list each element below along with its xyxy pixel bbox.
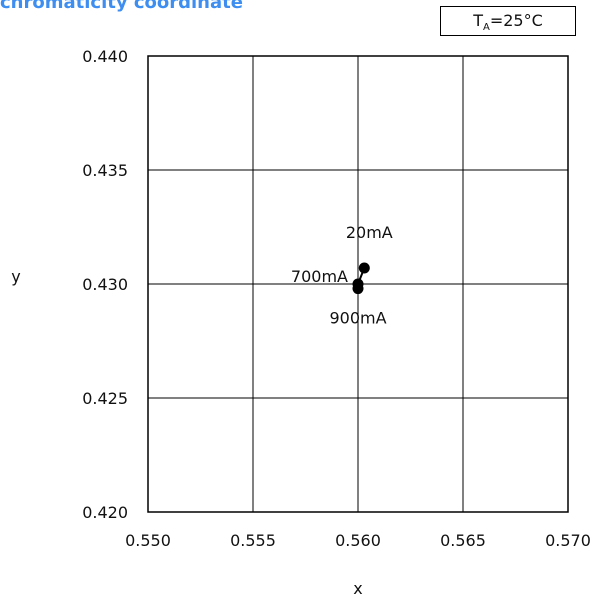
y-tick-label: 0.435 (82, 161, 128, 180)
y-tick-labels: 0.440 0.435 0.430 0.425 0.420 (82, 47, 128, 522)
data-point (352, 283, 364, 295)
x-tick-labels: 0.550 0.555 0.560 0.565 0.570 (125, 531, 591, 550)
x-tick-label: 0.560 (335, 531, 381, 550)
condition-box: TA=25°C (440, 6, 576, 36)
plot-frame (147, 55, 569, 513)
point-label: 20mA (346, 223, 393, 242)
condition-suffix: =25°C (489, 11, 543, 30)
x-axis-label: x (353, 579, 362, 598)
point-labels: 20mA 700mA 900mA (291, 223, 393, 328)
y-axis-label: y (11, 267, 20, 286)
chart-title: chromaticity coordinate (0, 0, 243, 13)
data-point (358, 262, 370, 274)
x-tick-label: 0.565 (440, 531, 486, 550)
x-tick-label: 0.570 (545, 531, 591, 550)
x-tick-label: 0.555 (230, 531, 276, 550)
condition-prefix: T (473, 11, 483, 30)
y-tick-label: 0.440 (82, 47, 128, 66)
condition-subscript: A (483, 22, 490, 34)
point-label: 900mA (329, 309, 386, 328)
data-points (352, 262, 370, 295)
x-tick-label: 0.550 (125, 531, 171, 550)
y-tick-label: 0.430 (82, 275, 128, 294)
point-label: 700mA (291, 267, 348, 286)
y-tick-label: 0.425 (82, 389, 128, 408)
y-tick-label: 0.420 (82, 503, 128, 522)
